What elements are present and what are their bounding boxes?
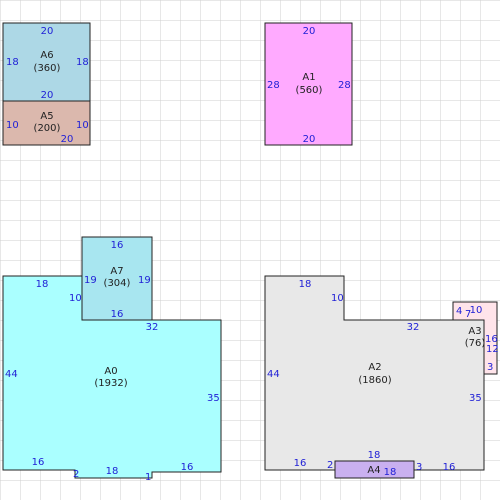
area-a5-edge-bottom: 20 <box>61 134 74 145</box>
area-a2-name: A2 <box>368 362 381 373</box>
area-a5-edge-right: 10 <box>76 120 89 131</box>
area-a5-value: (200) <box>34 123 61 134</box>
area-a0-edge-step-right: 1 <box>145 472 151 483</box>
area-a4-shape[interactable] <box>334 460 415 479</box>
area-a7[interactable]: A7 (304) 16 19 19 16 <box>81 236 153 321</box>
area-a4-value: 18 <box>384 467 397 478</box>
area-a2-edge-notch-left: 10 <box>331 293 344 304</box>
area-a0-edge-notch-left: 10 <box>69 293 82 304</box>
area-a4[interactable]: A4 18 <box>334 460 415 479</box>
area-a6-name: A6 <box>40 50 53 61</box>
area-a1-edge-right: 28 <box>338 80 351 91</box>
area-a5-shape[interactable] <box>2 100 91 146</box>
area-a6-edge-top: 20 <box>41 26 54 37</box>
area-a2-edge-step-right: 3 <box>416 462 422 473</box>
area-a2-edge-top: 18 <box>299 279 312 290</box>
area-a6[interactable]: A6 (360) 20 18 18 20 <box>2 22 91 102</box>
area-a4-name: A4 <box>367 465 380 476</box>
area-a0-name: A0 <box>104 366 117 377</box>
area-a1-edge-left: 28 <box>267 80 280 91</box>
area-a0-edge-bottom-right: 16 <box>181 462 194 473</box>
area-a6-edge-right: 18 <box>76 57 89 68</box>
area-a7-shape[interactable] <box>81 236 153 321</box>
area-a0-edge-step-left: 2 <box>73 469 79 480</box>
area-a1[interactable]: A1 (560) 20 28 28 20 <box>264 22 353 146</box>
area-a5[interactable]: A5 (200) 10 10 20 <box>2 100 91 146</box>
area-a2-edge-bottom-right: 16 <box>443 462 456 473</box>
area-a6-value: (360) <box>34 63 61 74</box>
area-a3-edge-right-upper: 16 <box>485 334 498 345</box>
area-a0-edge-bottom-left: 16 <box>32 457 45 468</box>
area-a2[interactable]: A2 (1860) 18 10 32 44 35 16 2 18 4 4 3 1… <box>264 275 485 476</box>
area-a3-name: A3 <box>468 326 481 337</box>
area-a6-edge-bottom: 20 <box>41 90 54 101</box>
area-a3-value: (76) <box>465 338 486 349</box>
area-a0-edge-right: 35 <box>207 393 220 404</box>
area-a5-edge-left: 10 <box>6 120 19 131</box>
area-a5-name: A5 <box>40 111 53 122</box>
area-a3-edge-right-lower: 12 <box>486 344 499 355</box>
area-a0-edge-notch-bottom: 32 <box>146 322 159 333</box>
area-a7-value: (304) <box>104 278 131 289</box>
area-a1-shape[interactable] <box>264 22 353 146</box>
area-a3-shape[interactable] <box>452 301 498 375</box>
area-a3-edge-left: 4 <box>456 306 462 317</box>
area-a3-edge-top: 10 <box>470 305 483 316</box>
area-a0-edge-bottom-mid: 18 <box>106 466 119 477</box>
area-a2-edge-notch-bottom: 32 <box>407 322 420 333</box>
area-a7-name: A7 <box>110 266 123 277</box>
area-a1-edge-bottom: 20 <box>303 134 316 145</box>
area-a7-edge-right: 19 <box>138 275 151 286</box>
area-a1-edge-top: 20 <box>303 26 316 37</box>
area-a0-edge-left: 44 <box>5 369 18 380</box>
area-a3-edge-inner: 7 <box>465 309 471 320</box>
area-a3-edge-bottom: 3 <box>487 362 493 373</box>
area-a1-name: A1 <box>302 72 315 83</box>
area-a3[interactable]: A3 (76) 4 7 10 16 12 3 <box>452 301 499 375</box>
area-a2-edge-bottom-left: 16 <box>294 458 307 469</box>
area-a7-edge-top: 16 <box>111 240 124 251</box>
area-a6-edge-left: 18 <box>6 57 19 68</box>
area-a2-edge-step-left: 2 <box>327 460 333 471</box>
area-a7-edge-left: 19 <box>84 275 97 286</box>
area-a0-value: (1932) <box>94 378 127 389</box>
area-a2-edge-right: 35 <box>469 393 482 404</box>
area-a2-edge-left: 44 <box>267 369 280 380</box>
area-a2-value: (1860) <box>358 375 391 386</box>
area-a7-edge-bottom: 16 <box>111 309 124 320</box>
area-a0-edge-top: 18 <box>36 279 49 290</box>
area-a1-value: (560) <box>296 85 323 96</box>
area-a2-edge-bottom-mid: 18 <box>368 450 381 461</box>
